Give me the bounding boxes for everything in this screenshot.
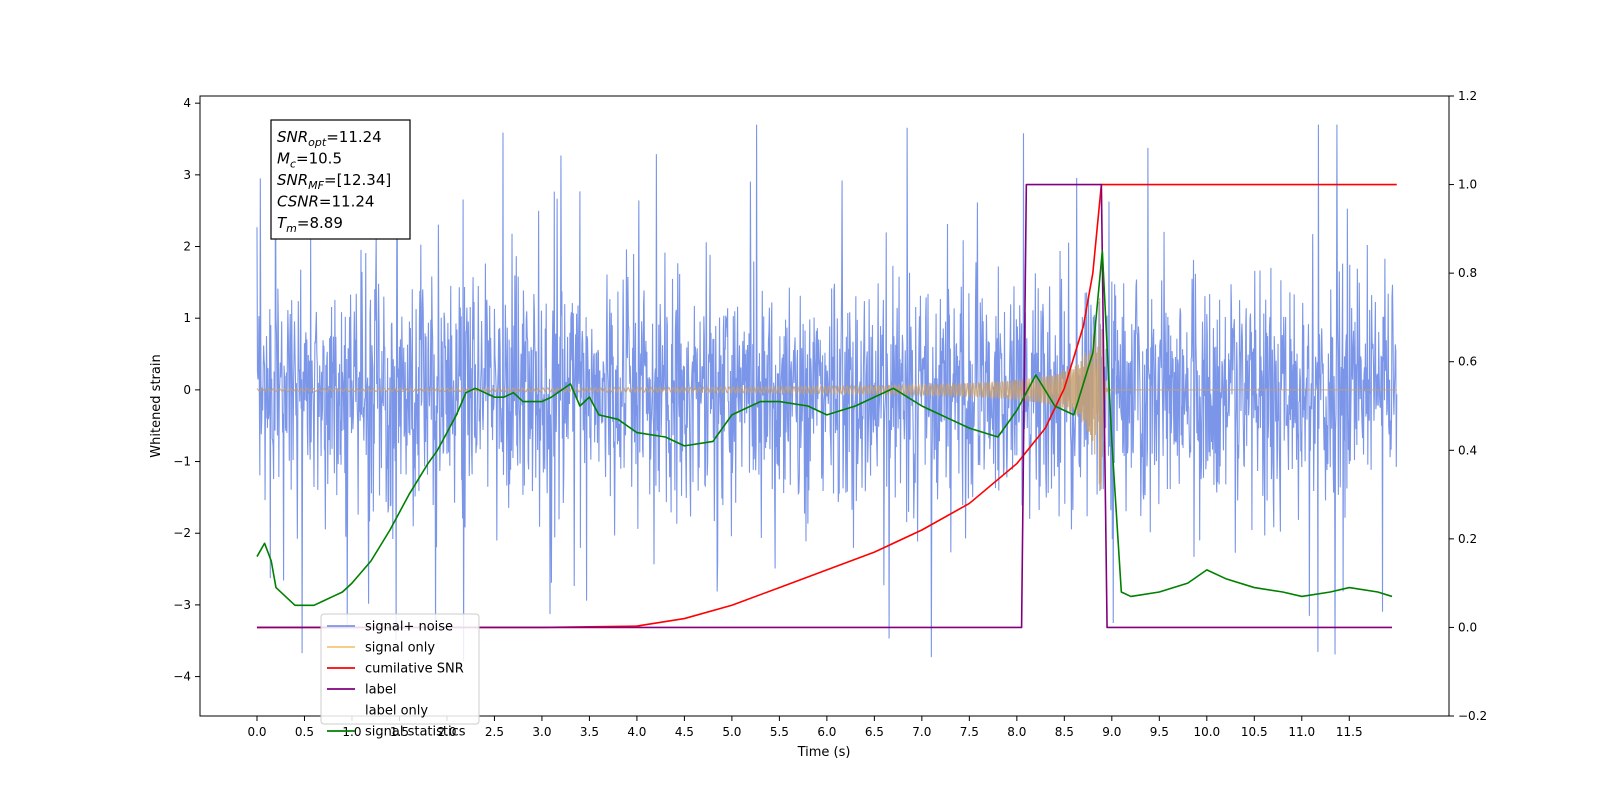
legend-entry-label: signal only (365, 641, 435, 656)
x-tick-label: 2.0 (437, 725, 456, 739)
y2-tick-label: 1.0 (1458, 178, 1477, 192)
x-tick-label: 10.0 (1193, 725, 1220, 739)
series-signal-statistics-line (256, 250, 1393, 607)
legend: signal+ noise signal only cumilative SNR la… (320, 613, 480, 740)
series-cumulative-snr-line (256, 183, 1397, 629)
y2-tick-label: −0.2 (1458, 709, 1487, 723)
y2-tick-label: 0.6 (1458, 355, 1477, 369)
y-tick-label: 3 (183, 168, 191, 182)
x-tick-label: 5.5 (770, 725, 789, 739)
x-tick-label: 6.0 (817, 725, 836, 739)
y-axis-label: Whitened strain (149, 354, 164, 457)
legend-entry-label: label (365, 683, 396, 698)
annotation-frame (270, 119, 411, 240)
y2-tick-label: 0.8 (1458, 266, 1477, 280)
x-tick-label: 9.5 (1150, 725, 1169, 739)
y-tick-label: 4 (183, 96, 191, 110)
series-label-line (256, 183, 1393, 629)
y-tick-label: −2 (173, 526, 191, 540)
legend-entry-label: label only (365, 704, 428, 719)
legend-entry-label: cumilative SNR (365, 662, 464, 677)
y2-tick-label: 1.2 (1458, 89, 1477, 103)
y-tick-label: −3 (173, 598, 191, 612)
x-tick-label: 10.5 (1241, 725, 1268, 739)
x-axis-label: Time (s) (797, 745, 851, 760)
plot-frame (199, 95, 1450, 717)
x-tick-label: 3.5 (580, 725, 599, 739)
annotation-line: CSNR=11.24 (277, 193, 374, 211)
y-tick-label: −1 (173, 455, 191, 469)
axes: 0.0 0.5 1.0 1.5 2.0 2.5 3.0 3.5 4.0 4.5 5.0 5.5 6.0 6… (173, 89, 1487, 739)
x-tick-label: 0.5 (295, 725, 314, 739)
x-tick-label: 8.5 (1055, 725, 1074, 739)
x-tick-label: 1.0 (342, 725, 361, 739)
annotation-line: SNRMF=[12.34] (277, 171, 391, 192)
x-tick-label: 2.5 (485, 725, 504, 739)
x-tick-label: 4.5 (675, 725, 694, 739)
annotation-line: SNRopt=11.24 (277, 128, 382, 149)
y2-tick-label: 0.2 (1458, 532, 1477, 546)
x-tick-label: 4.0 (627, 725, 646, 739)
x-tick-label: 3.0 (532, 725, 551, 739)
x-tick-label: 1.5 (390, 725, 409, 739)
series-signal-only-line (256, 297, 1397, 490)
y-tick-label: −4 (173, 670, 191, 684)
y2-tick-label: 0.0 (1458, 620, 1477, 634)
annotation-line: Tm=8.89 (277, 214, 343, 235)
y-tick-label: 2 (183, 240, 191, 254)
x-tick-label: 7.0 (912, 725, 931, 739)
y-tick-label: 0 (183, 383, 191, 397)
x-tick-label: 9.0 (1102, 725, 1121, 739)
plot-area (256, 124, 1398, 662)
y-tick-label: 1 (183, 311, 191, 325)
y2-tick-label: 0.4 (1458, 443, 1477, 457)
legend-entry-label: signal statistics (365, 725, 466, 740)
annotation-line: Mc=10.5 (277, 150, 342, 171)
x-tick-label: 6.5 (865, 725, 884, 739)
series-signal-noise-line (256, 124, 1398, 662)
x-tick-label: 11.5 (1336, 725, 1363, 739)
x-tick-label: 0.0 (247, 725, 266, 739)
x-tick-label: 8.0 (1007, 725, 1026, 739)
x-tick-label: 11.0 (1288, 725, 1315, 739)
annotation-box: SNRopt=11.24Mc=10.5SNRMF=[12.34]CSNR=11.… (270, 119, 411, 240)
x-tick-label: 5.0 (722, 725, 741, 739)
legend-frame (320, 613, 480, 725)
x-tick-label: 7.5 (960, 725, 979, 739)
legend-entry-label: signal+ noise (365, 620, 453, 635)
